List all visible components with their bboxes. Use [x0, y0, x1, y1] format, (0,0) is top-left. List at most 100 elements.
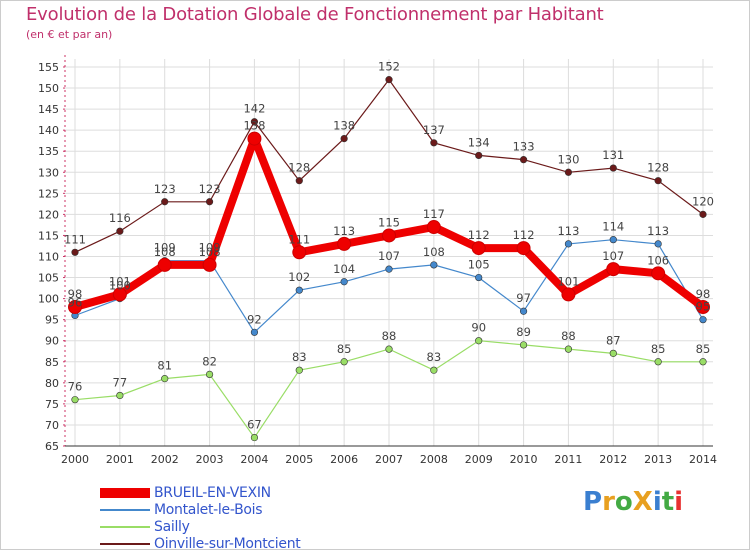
point-oinville-sur-montcient	[699, 210, 707, 218]
series-layer	[68, 76, 710, 442]
point-montalet-le-bois	[295, 286, 303, 294]
data-label-oinville-sur-montcient: 130	[557, 152, 579, 166]
y-tick-label: 135	[38, 145, 59, 158]
data-label-oinville-sur-montcient: 123	[199, 182, 221, 196]
data-label-oinville-sur-montcient: 123	[154, 182, 176, 196]
data-label-brueil-en-vexin: 117	[423, 207, 445, 221]
point-brueil-en-vexin	[471, 241, 486, 256]
data-label-brueil-en-vexin: 98	[68, 287, 83, 301]
x-tick-label: 2004	[240, 453, 268, 466]
legend-label: Sailly	[154, 518, 190, 535]
data-label-sailly: 83	[292, 350, 307, 364]
logo-letter: i	[674, 487, 684, 517]
point-sailly	[609, 349, 617, 357]
legend-swatch	[100, 487, 150, 498]
legend-item-montalet-le-bois: Montalet-le-Bois	[100, 501, 300, 518]
point-oinville-sur-montcient	[250, 118, 259, 126]
data-label-brueil-en-vexin: 101	[557, 274, 579, 288]
logo-letter: i	[652, 487, 662, 517]
logo-letter: o	[614, 487, 633, 517]
x-tick-label: 2006	[330, 453, 358, 466]
data-label-sailly: 77	[113, 375, 128, 389]
data-label-sailly: 81	[157, 359, 172, 373]
x-tick-label: 2014	[689, 453, 717, 466]
data-label-brueil-en-vexin: 113	[333, 224, 355, 238]
legend-swatch	[100, 508, 150, 511]
data-label-oinville-sur-montcient: 137	[423, 123, 445, 137]
data-label-sailly: 87	[606, 333, 621, 347]
point-oinville-sur-montcient	[609, 164, 617, 172]
point-sailly	[699, 358, 707, 366]
point-oinville-sur-montcient	[519, 156, 528, 164]
data-label-montalet-le-bois: 95	[696, 300, 711, 314]
data-label-montalet-le-bois: 92	[247, 312, 262, 326]
point-sailly	[250, 433, 259, 442]
data-label-brueil-en-vexin: 112	[468, 228, 490, 242]
point-brueil-en-vexin	[606, 262, 621, 277]
data-label-oinville-sur-montcient: 120	[692, 194, 714, 208]
legend-item-sailly: Sailly	[100, 518, 300, 535]
point-oinville-sur-montcient	[475, 151, 483, 160]
data-label-sailly: 83	[427, 350, 442, 364]
point-oinville-sur-montcient	[71, 248, 79, 256]
point-sailly	[654, 358, 662, 366]
point-sailly	[564, 345, 573, 353]
data-label-brueil-en-vexin: 115	[378, 215, 400, 229]
y-tick-label: 145	[38, 103, 59, 116]
data-label-sailly: 82	[202, 354, 217, 368]
legend-label: Montalet-le-Bois	[154, 501, 263, 518]
data-label-sailly: 88	[382, 329, 397, 343]
data-label-montalet-le-bois: 114	[602, 220, 624, 234]
legend-swatch	[100, 542, 150, 545]
x-tick-label: 2010	[510, 453, 538, 466]
point-oinville-sur-montcient	[340, 134, 348, 143]
y-tick-label: 90	[45, 335, 59, 348]
data-label-sailly: 67	[247, 418, 262, 432]
point-montalet-le-bois	[385, 265, 393, 273]
data-label-oinville-sur-montcient: 152	[378, 60, 400, 74]
point-montalet-le-bois	[250, 328, 259, 336]
point-brueil-en-vexin	[516, 241, 531, 256]
legend-item-brueil-en-vexin: BRUEIL-EN-VEXIN	[100, 484, 300, 501]
point-sailly	[161, 375, 169, 383]
x-tick-label: 2002	[151, 453, 179, 466]
y-tick-label: 70	[45, 419, 59, 432]
data-label-montalet-le-bois: 109	[199, 241, 221, 255]
point-montalet-le-bois	[699, 316, 707, 324]
data-label-sailly: 90	[471, 321, 486, 335]
y-tick-label: 80	[45, 377, 59, 390]
data-label-brueil-en-vexin: 111	[288, 232, 310, 246]
point-sailly	[295, 366, 303, 374]
x-tick-label: 2007	[375, 453, 403, 466]
data-label-montalet-le-bois: 105	[468, 258, 490, 272]
data-label-oinville-sur-montcient: 134	[468, 135, 490, 149]
logo-letter: X	[632, 487, 653, 517]
y-tick-label: 105	[38, 272, 59, 285]
data-label-montalet-le-bois: 96	[68, 295, 83, 309]
data-label-montalet-le-bois: 113	[557, 224, 579, 238]
chart-title: Evolution de la Dotation Globale de Fonc…	[26, 4, 604, 25]
point-sailly	[475, 337, 483, 345]
axes: 65 70 75 80 85 90 95 100 105 110 115 120 125 130 135 14…	[38, 55, 717, 466]
point-brueil-en-vexin	[247, 131, 262, 146]
point-brueil-en-vexin	[696, 300, 710, 315]
y-tick-label: 110	[38, 251, 59, 264]
legend-swatch	[100, 525, 150, 528]
point-oinville-sur-montcient	[205, 198, 214, 206]
proxiti-logo: ProXiti	[583, 487, 683, 517]
data-label-montalet-le-bois: 100	[109, 279, 131, 293]
point-montalet-le-bois	[654, 240, 662, 248]
data-label-montalet-le-bois: 97	[516, 291, 531, 305]
y-tick-label: 100	[38, 293, 59, 306]
data-label-montalet-le-bois: 107	[378, 249, 400, 263]
point-sailly	[71, 396, 79, 404]
point-montalet-le-bois	[564, 240, 573, 248]
point-brueil-en-vexin	[382, 228, 396, 243]
data-label-sailly: 85	[696, 342, 711, 356]
point-oinville-sur-montcient	[295, 177, 303, 185]
data-label-oinville-sur-montcient: 128	[288, 161, 310, 175]
y-tick-label: 125	[38, 187, 59, 200]
